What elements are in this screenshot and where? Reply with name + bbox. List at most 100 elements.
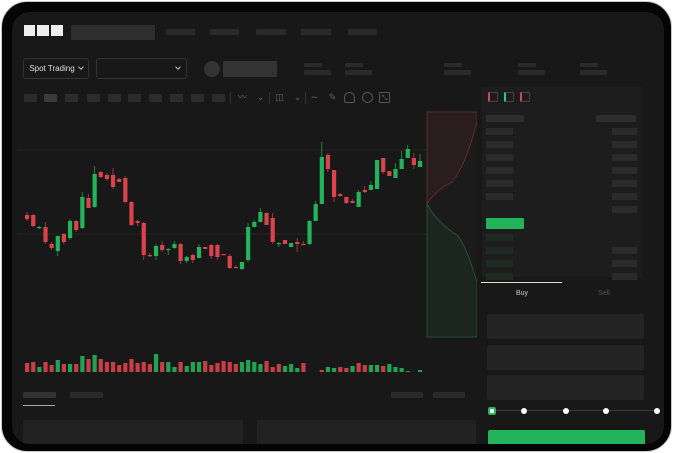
volume-bar: [246, 360, 251, 372]
stat-value: [444, 70, 471, 75]
timeframe-8[interactable]: [170, 94, 183, 102]
candle-body: [25, 215, 30, 219]
slider-stop[interactable]: [603, 408, 609, 414]
bottom-tab-underline: [23, 405, 55, 406]
candle-body: [117, 179, 122, 182]
volume-bar: [92, 355, 97, 372]
candlestick-chart[interactable]: [12, 107, 477, 372]
volume-bar: [239, 362, 245, 372]
timeframe-3[interactable]: [65, 94, 78, 102]
volume-bar: [381, 366, 386, 372]
volume-bar: [172, 367, 177, 372]
slider-stop[interactable]: [563, 408, 569, 414]
okx-logo: [24, 25, 63, 36]
camera-icon[interactable]: [344, 92, 355, 103]
candle-body: [172, 244, 177, 248]
timeframe-7[interactable]: [149, 94, 162, 102]
settings-icon[interactable]: [362, 92, 373, 103]
volume-bar: [160, 362, 165, 372]
tab-buy[interactable]: Buy: [515, 290, 529, 297]
orderbook-header-amount: [596, 115, 636, 122]
tab-sell[interactable]: Sell: [598, 290, 610, 297]
bids-icon[interactable]: [504, 92, 514, 102]
spot-trading-button[interactable]: Spot Trading: [23, 58, 89, 79]
candle-body: [295, 242, 300, 244]
volume-bar: [399, 368, 404, 372]
candle-body: [209, 245, 214, 256]
timeframe-6[interactable]: [128, 94, 141, 102]
volume-bar: [129, 359, 134, 372]
stat-value: [518, 70, 545, 75]
volume-bar: [270, 367, 275, 372]
pencil-icon[interactable]: ✎: [328, 92, 337, 102]
chevron-down-icon: [77, 64, 84, 70]
both-sides-icon[interactable]: [488, 92, 498, 102]
candle-body: [110, 175, 116, 187]
candle-body: [405, 149, 410, 158]
bottom-action-1[interactable]: [391, 392, 423, 398]
depth-asks-area: [426, 111, 477, 206]
price-input[interactable]: [487, 314, 644, 339]
volume-bar: [43, 362, 48, 372]
nav-item-4[interactable]: [301, 29, 331, 35]
timeframe-4[interactable]: [87, 94, 100, 102]
total-input[interactable]: [487, 375, 644, 400]
buy-button[interactable]: [488, 430, 645, 444]
search-bar[interactable]: [71, 25, 155, 40]
fullscreen-icon[interactable]: ⤡: [379, 92, 390, 103]
chart-type-icon[interactable]: ◫: [275, 92, 284, 102]
ask-price: [486, 193, 513, 200]
chevron-down-icon[interactable]: ⌄: [293, 92, 302, 102]
bid-amount: [612, 260, 637, 267]
ask-amount: [612, 193, 637, 200]
candle-body: [49, 244, 54, 248]
candle-body: [37, 227, 42, 229]
volume-bar: [258, 364, 263, 372]
ask-amount: [612, 180, 637, 187]
amount-input[interactable]: [487, 345, 644, 370]
candle-body: [325, 155, 331, 169]
volume-bar: [55, 360, 60, 372]
volume-bar: [178, 362, 183, 372]
order-book: [482, 87, 642, 280]
volume-bar: [356, 363, 361, 372]
volume-bar: [110, 362, 116, 372]
candle-body: [67, 221, 73, 238]
candle-body: [61, 234, 67, 242]
candle-body: [184, 257, 189, 261]
nav-item-5[interactable]: [348, 29, 377, 35]
bottom-action-2[interactable]: [433, 392, 465, 398]
volume-bar: [393, 367, 398, 372]
nav-item-2[interactable]: [210, 29, 239, 35]
volume-bar: [184, 366, 189, 372]
indicator-icon[interactable]: 〰: [237, 92, 247, 102]
candle-body: [98, 172, 103, 177]
slider-handle[interactable]: [488, 407, 496, 415]
bottom-tab-2[interactable]: [70, 392, 103, 398]
volume-bar: [141, 362, 146, 372]
pair-dropdown[interactable]: [96, 58, 187, 79]
volume-bar: [276, 364, 281, 372]
stat-label: [345, 63, 363, 67]
candle-body: [92, 174, 97, 207]
timeframe-1[interactable]: [24, 94, 37, 102]
stat-value: [304, 70, 331, 75]
timeframe-9[interactable]: [191, 94, 204, 102]
volume-bar: [362, 365, 367, 372]
wave-icon[interactable]: ∼: [310, 92, 319, 102]
line-type-icon[interactable]: ⌄: [256, 92, 265, 102]
volume-bar: [233, 364, 238, 372]
amount-slider[interactable]: [492, 410, 657, 411]
candle-body: [74, 221, 79, 230]
volume-bar: [332, 368, 337, 372]
nav-item-1[interactable]: [166, 29, 195, 35]
candle-body: [31, 215, 36, 226]
timeframe-5[interactable]: [108, 94, 121, 102]
timeframe-2[interactable]: [44, 94, 57, 102]
timeframe-10[interactable]: [212, 94, 225, 102]
slider-stop[interactable]: [654, 408, 660, 414]
slider-stop[interactable]: [521, 408, 527, 414]
bottom-tab-1[interactable]: [23, 392, 56, 398]
asks-icon[interactable]: [520, 92, 530, 102]
nav-item-3[interactable]: [256, 29, 286, 35]
